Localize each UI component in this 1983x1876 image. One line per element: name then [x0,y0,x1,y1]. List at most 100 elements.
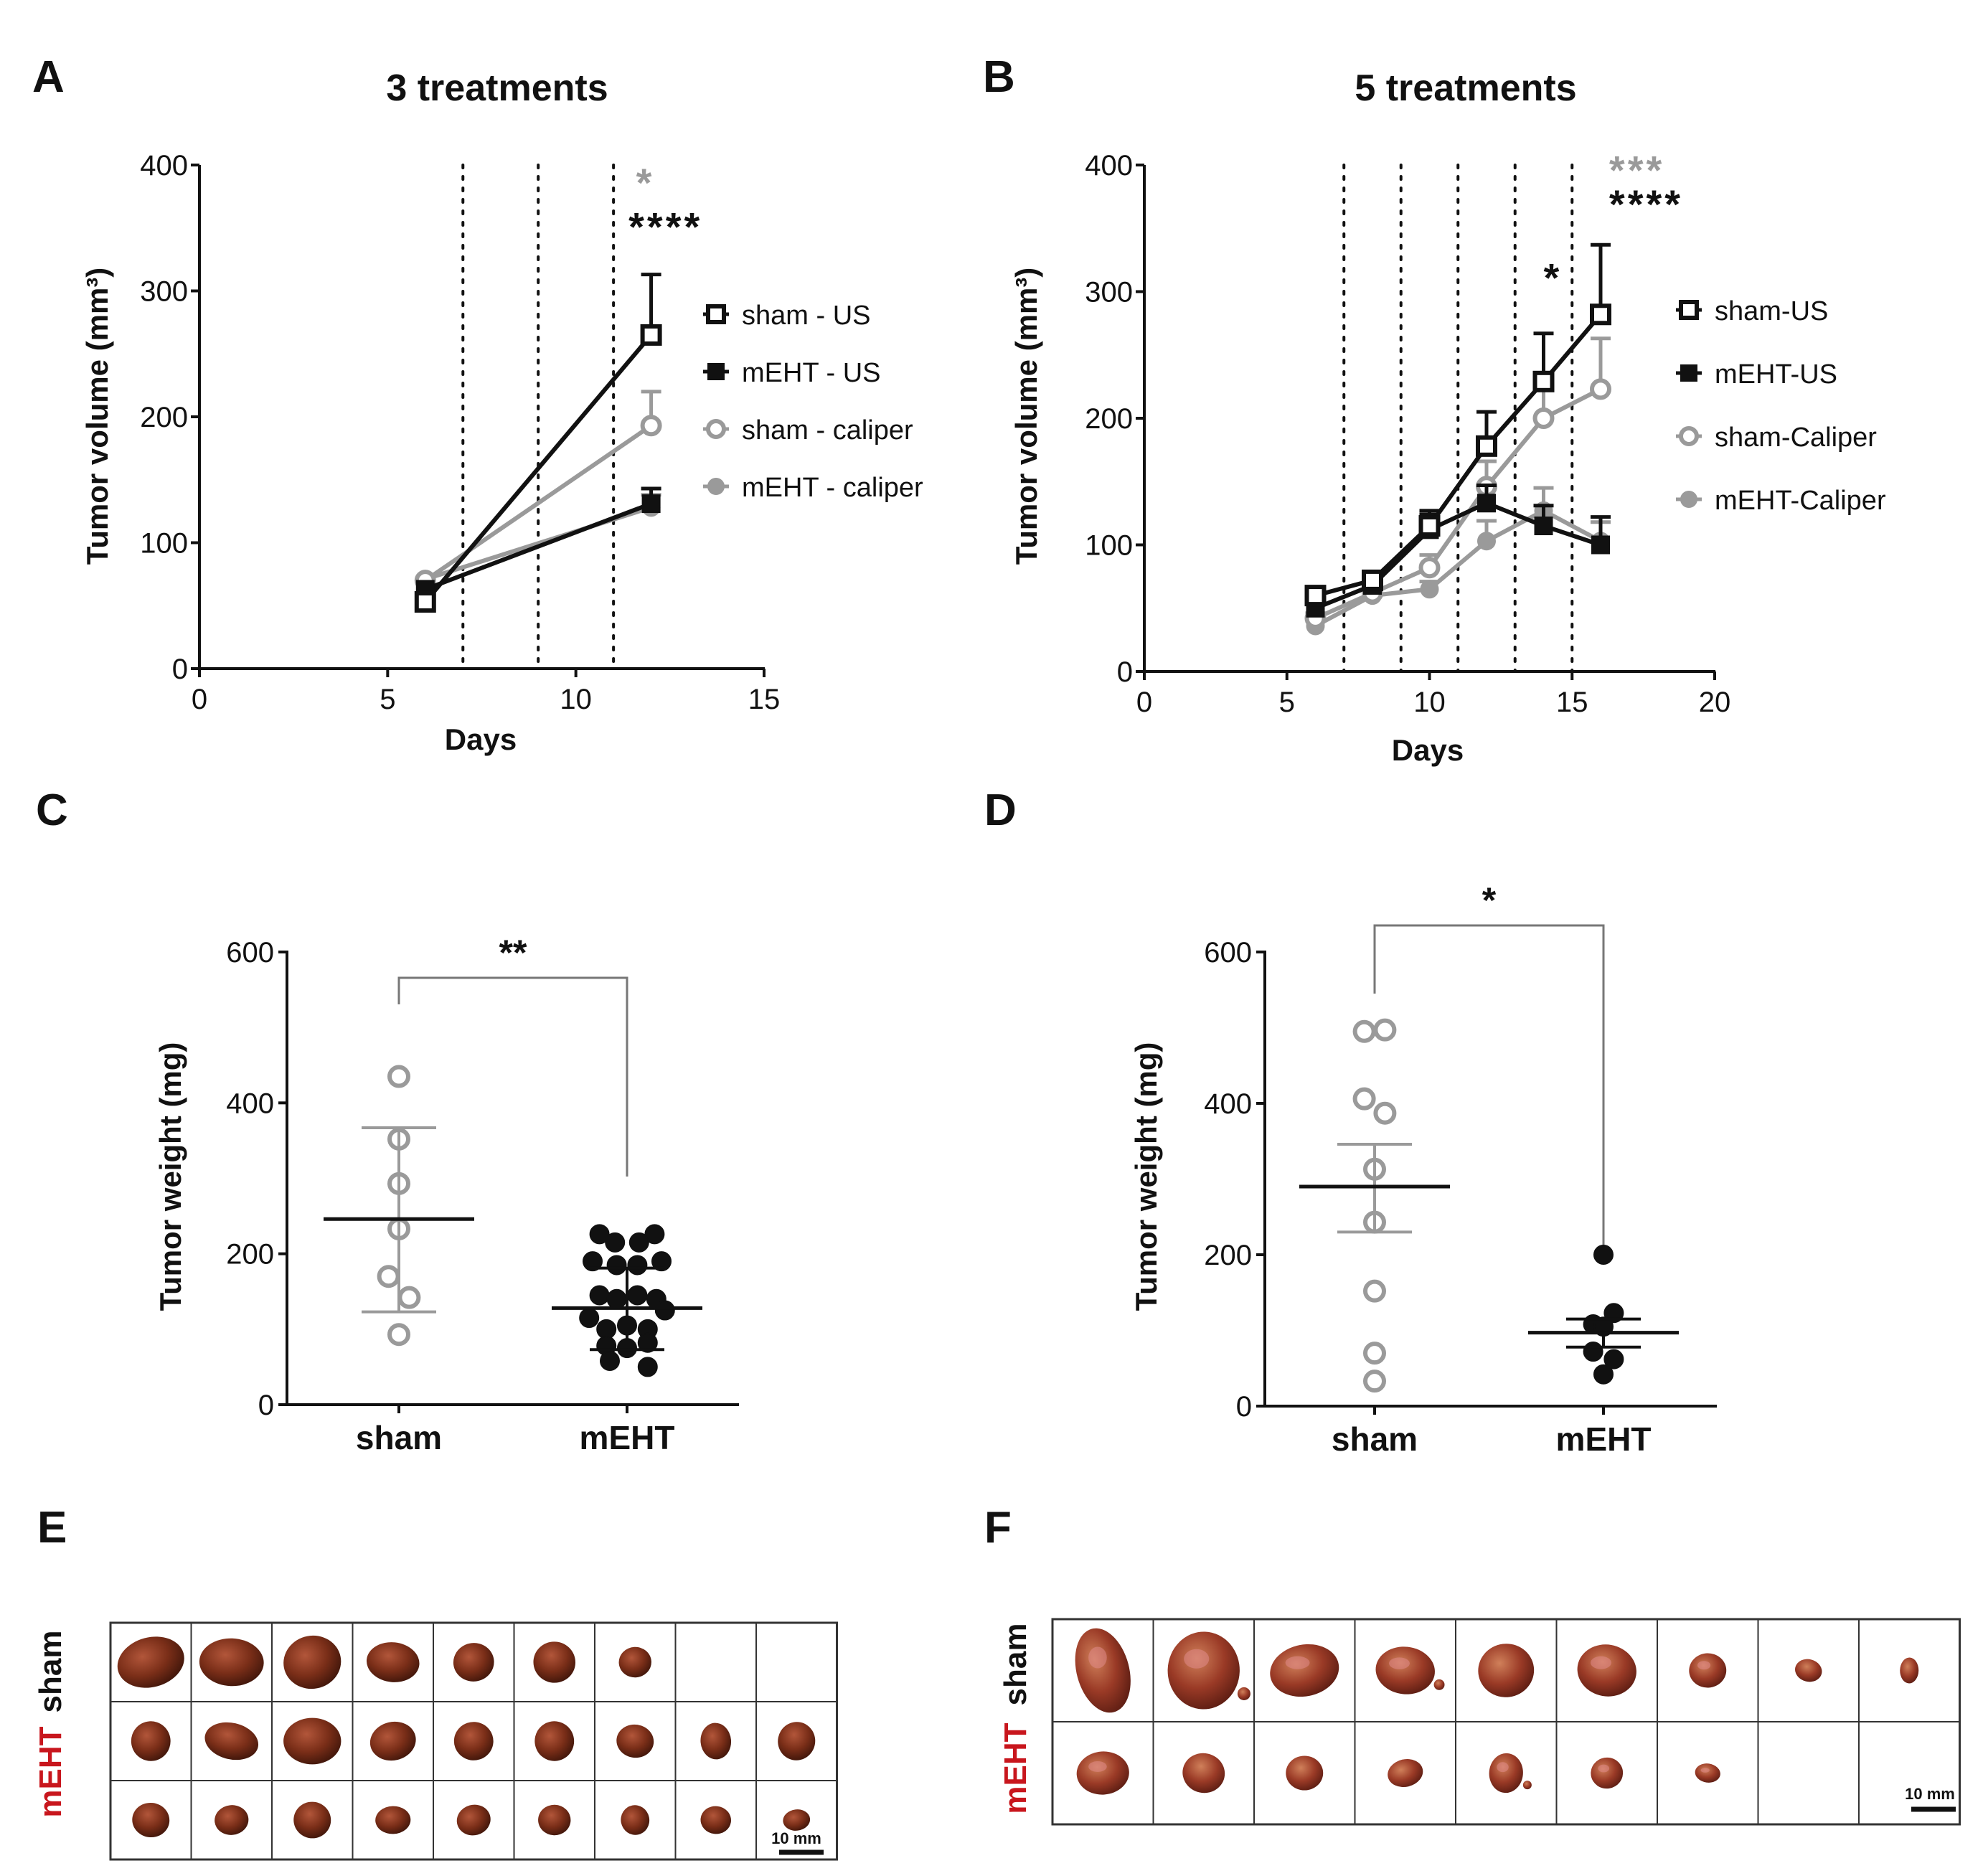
axis-ticks: 0 200 400 600 sham mEHT [226,937,674,1456]
tumor-highlight [1088,1760,1107,1772]
y-tick-label: 400 [1085,150,1133,182]
data-point [1603,1349,1624,1370]
y-tick-label: 200 [1085,403,1133,435]
row-label-mEHT: mEHT [998,1722,1033,1814]
data-point [628,1232,649,1253]
data-point [1590,303,1611,326]
bracket-line [397,976,628,1177]
data-point [637,1332,658,1353]
tumor-specimen [199,1638,264,1687]
data-point [627,1255,648,1276]
x-tick-label: sham [356,1419,442,1456]
tumor-specimen [132,1802,170,1838]
tumor-highlight [1285,1656,1310,1669]
legend-marker [1679,426,1699,446]
data-point [654,1300,675,1321]
data-point [1590,378,1611,400]
significance-stars: ** [499,933,527,973]
significance-bracket: ** [397,933,628,1177]
tumor-highlight [1389,1657,1410,1669]
tumor-specimen [366,1642,420,1682]
data-point [1373,1018,1397,1042]
data-point [1304,585,1327,607]
scale-bar-label: 10 mm [1905,1785,1955,1803]
data-point [583,1251,603,1272]
legend-marker [706,419,726,439]
legend-label: mEHT-Caliper [1715,486,1886,516]
tumor-specimen [1795,1659,1822,1682]
tumor-fragment [1433,1679,1445,1690]
panel-letter-d: D [984,786,1017,835]
x-tick-label: 20 [1699,687,1731,718]
photo-grid [109,1621,838,1861]
tumor-specimen [283,1717,342,1765]
significance-annotations: ******** [1544,147,1681,301]
y-tick-label: 300 [140,276,188,308]
y-tick-label: 300 [1085,277,1133,308]
data-point [1363,1370,1386,1393]
y-tick-label: 600 [1204,937,1252,968]
panel-e-tumor-photos: sham mEHT 10 mm [33,1621,838,1861]
x-tick-label: 0 [192,684,207,715]
legend-label: mEHT - US [742,358,881,388]
row-label-mEHT: mEHT [33,1726,68,1817]
legend-marker [707,478,725,495]
tumor-specimen [616,1724,654,1758]
tumor-specimen [283,1635,342,1689]
tumor-specimen [1388,1758,1423,1788]
data-point [1591,535,1610,555]
data-point [1352,1087,1376,1111]
data-point [1593,1245,1614,1265]
significance-stars: **** [628,204,702,249]
series-line [423,333,653,603]
y-tick-label: 100 [1085,530,1133,562]
tumor-specimen [1489,1753,1523,1793]
panel-letter-f: F [984,1503,1012,1552]
y-tick-label: 600 [226,937,274,968]
tumor-highlight [1700,1768,1710,1773]
tumor-specimen [783,1809,811,1831]
tumor-specimen [453,1722,494,1760]
y-tick-label: 200 [226,1239,274,1271]
y-tick-label: 0 [258,1390,274,1421]
series-meht-us [1305,484,1611,618]
legend-label: sham-Caliper [1715,423,1877,453]
series [1304,242,1611,636]
data-point [397,1286,421,1309]
y-tick-label: 400 [140,150,188,182]
legend-marker [1679,300,1699,320]
series-line [1314,508,1602,628]
significance-stars: * [1544,255,1563,301]
tumor-specimen [293,1801,331,1839]
panel-letter-a: A [32,52,65,102]
x-tick-label: sham [1332,1420,1418,1458]
x-tick-label: 10 [560,684,592,715]
data-point [637,1357,658,1377]
data-point [589,1285,610,1306]
group-meht [552,1224,702,1377]
data-point [1363,1279,1386,1303]
data-point [1352,1019,1376,1043]
data-point [1420,580,1439,599]
y-tick-label: 0 [1117,656,1133,688]
x-tick-label: 0 [1136,687,1152,718]
series-line [424,501,652,592]
tumor-specimen [1900,1657,1919,1684]
y-tick-label: 400 [226,1088,274,1119]
tumor-highlight [1591,1656,1611,1669]
x-tick-label: 5 [1279,687,1295,718]
tumor-specimen [1270,1644,1339,1697]
tumor-highlight [1088,1646,1107,1669]
x-tick-label: mEHT [1556,1420,1652,1458]
tumor-specimen [1591,1757,1624,1789]
legend-marker [706,304,726,324]
y-axis-label: Tumor volume (mm³) [80,268,114,565]
data-point [600,1351,620,1372]
data-point [387,1065,410,1088]
data-point [1418,515,1441,537]
x-axis-label: Days [445,722,517,756]
axis-ticks: 0 200 400 600 sham mEHT [1204,937,1651,1458]
data-point [640,324,662,346]
tumor-fragment [1237,1687,1250,1700]
